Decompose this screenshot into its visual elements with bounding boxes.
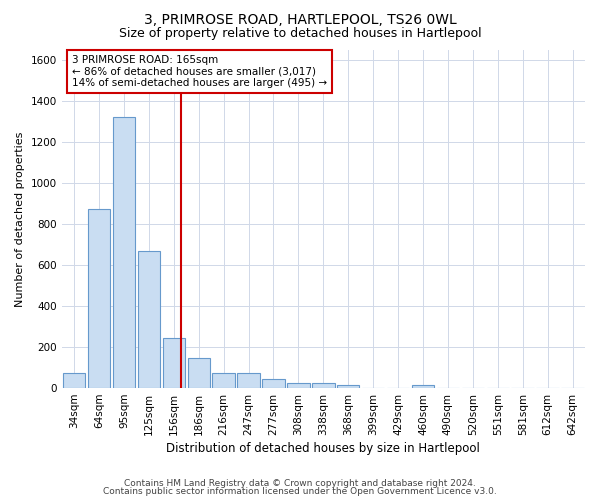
- Bar: [188, 358, 210, 388]
- Bar: [137, 251, 160, 388]
- Bar: [337, 385, 359, 388]
- Bar: [238, 372, 260, 388]
- Bar: [287, 383, 310, 388]
- Bar: [163, 338, 185, 388]
- Y-axis label: Number of detached properties: Number of detached properties: [15, 132, 25, 306]
- Bar: [212, 372, 235, 388]
- Bar: [63, 372, 85, 388]
- Text: Contains HM Land Registry data © Crown copyright and database right 2024.: Contains HM Land Registry data © Crown c…: [124, 478, 476, 488]
- Text: 3, PRIMROSE ROAD, HARTLEPOOL, TS26 0WL: 3, PRIMROSE ROAD, HARTLEPOOL, TS26 0WL: [143, 12, 457, 26]
- Bar: [88, 209, 110, 388]
- Bar: [262, 379, 285, 388]
- Bar: [412, 385, 434, 388]
- Text: Size of property relative to detached houses in Hartlepool: Size of property relative to detached ho…: [119, 28, 481, 40]
- Bar: [113, 116, 135, 388]
- X-axis label: Distribution of detached houses by size in Hartlepool: Distribution of detached houses by size …: [166, 442, 480, 455]
- Bar: [312, 383, 335, 388]
- Text: 3 PRIMROSE ROAD: 165sqm
← 86% of detached houses are smaller (3,017)
14% of semi: 3 PRIMROSE ROAD: 165sqm ← 86% of detache…: [72, 55, 327, 88]
- Text: Contains public sector information licensed under the Open Government Licence v3: Contains public sector information licen…: [103, 487, 497, 496]
